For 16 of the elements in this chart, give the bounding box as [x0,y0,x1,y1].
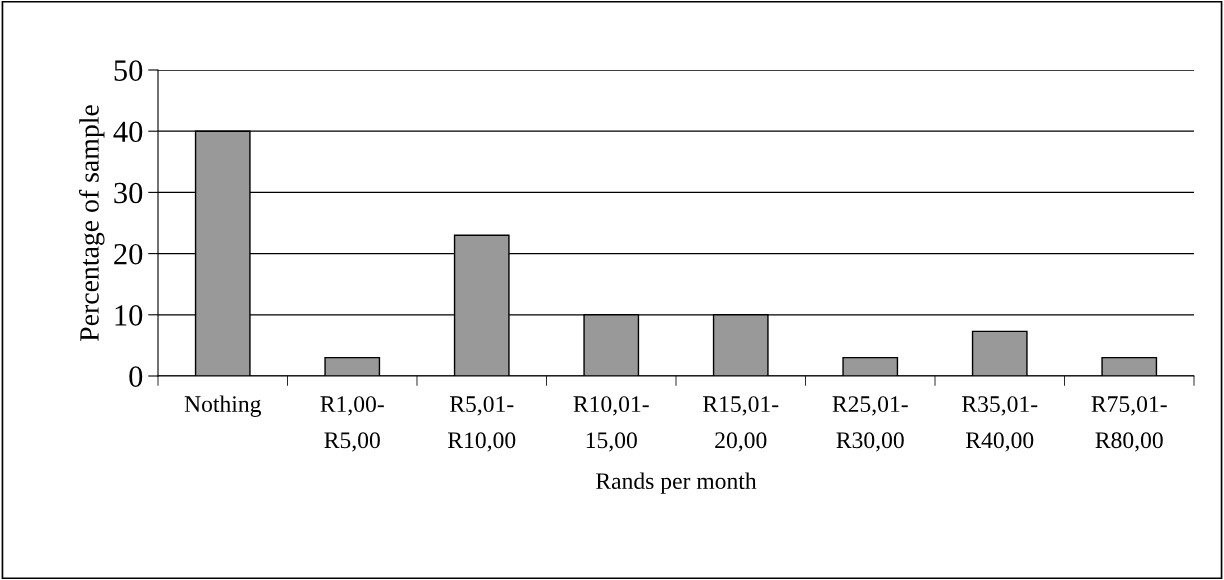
y-axis-title: Percentage of sample [78,105,105,341]
x-tick-label: R10,01- 15,00 [573,396,649,452]
y-tick-label: 10 [115,305,143,326]
x-tick-label: R75,01- R80,00 [1091,396,1167,452]
y-tick-label: 30 [114,182,143,204]
y-tick-label: 20 [114,243,143,265]
x-tick-label: Nothing [184,395,261,417]
x-tick-label: R1,00- R5,00 [320,396,384,452]
x-tick-label: R15,01- 20,00 [703,396,779,452]
x-tick-label: R5,01- R10,00 [447,396,516,452]
x-tick-label: R25,01- R30,00 [832,396,908,452]
x-axis-title: Rands per month [596,472,757,494]
y-tick-label: 50 [114,60,143,81]
y-tick-label: 0 [129,366,143,387]
y-tick-label: 40 [113,121,143,143]
x-tick-label: R35,01- R40,00 [962,396,1038,452]
